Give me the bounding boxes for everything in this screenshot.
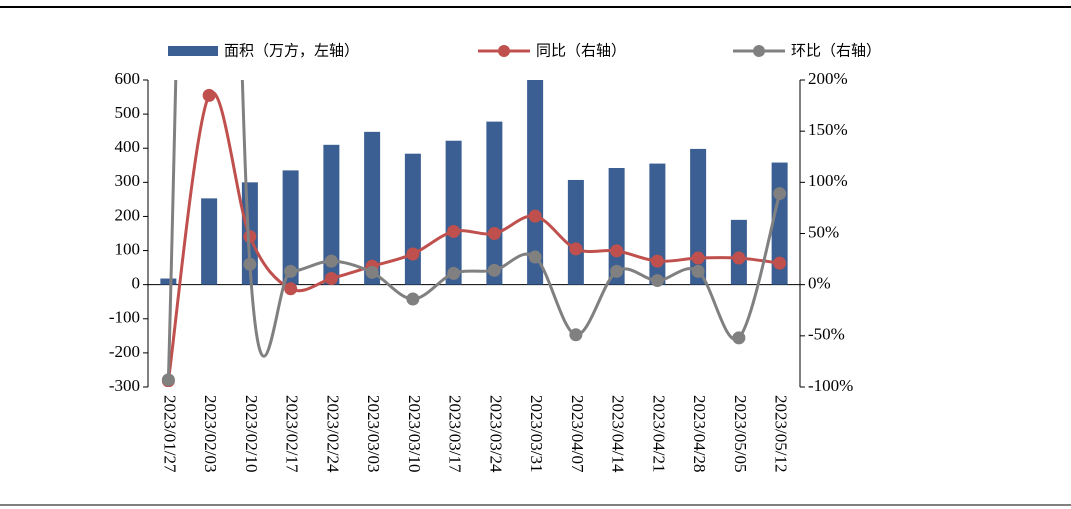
- point: [773, 256, 787, 270]
- y-tick-label: 200: [115, 205, 141, 224]
- bar: [404, 153, 421, 285]
- bar: [527, 80, 544, 285]
- x-tick-label: 2023/04/07: [568, 395, 587, 473]
- y2-tick-label: 50%: [808, 222, 839, 241]
- x-tick-label: 2023/05/05: [731, 395, 750, 472]
- x-tick-label: 2023/03/31: [527, 395, 546, 472]
- point: [569, 328, 583, 342]
- point: [161, 373, 175, 387]
- bar: [364, 131, 381, 285]
- point: [324, 272, 338, 286]
- legend-label: 同比（右轴）: [536, 42, 626, 60]
- point: [650, 254, 664, 268]
- x-tick-label: 2023/03/10: [405, 395, 424, 472]
- point: [610, 264, 624, 278]
- x-tick-label: 2023/02/10: [242, 395, 261, 472]
- y-tick-label: -200: [109, 342, 140, 361]
- x-tick-label: 2023/01/27: [160, 395, 179, 473]
- line: [166, 91, 780, 382]
- point: [406, 247, 420, 261]
- bar: [282, 170, 299, 285]
- y-tick-label: -300: [109, 376, 140, 395]
- point: [447, 266, 461, 280]
- y2-tick-label: 0%: [808, 274, 831, 293]
- point: [202, 88, 216, 102]
- point: [528, 250, 542, 264]
- point: [691, 251, 705, 265]
- point: [650, 274, 664, 288]
- y-tick-label: 100: [115, 239, 141, 258]
- bar: [160, 278, 177, 285]
- bar: [690, 148, 707, 285]
- y-tick-label: -100: [109, 308, 140, 327]
- point: [284, 282, 298, 296]
- x-tick-label: 2023/05/12: [772, 395, 791, 472]
- x-tick-label: 2023/03/17: [446, 395, 465, 473]
- y2-tick-label: -100%: [808, 376, 853, 395]
- y2-tick-label: 150%: [808, 120, 848, 139]
- y-tick-label: 300: [115, 171, 141, 190]
- bar: [445, 140, 462, 285]
- point: [284, 264, 298, 278]
- legend-label: 环比（右轴）: [791, 42, 881, 60]
- y-tick-label: 400: [115, 137, 141, 156]
- legend-label: 面积（万方，左轴）: [224, 42, 359, 60]
- legend-marker: [498, 45, 510, 57]
- x-tick-label: 2023/03/24: [486, 395, 505, 473]
- x-tick-label: 2023/02/17: [283, 395, 302, 473]
- y-tick-label: 0: [132, 274, 141, 293]
- bar: [323, 144, 340, 285]
- x-tick-label: 2023/02/03: [201, 395, 220, 472]
- point: [447, 224, 461, 238]
- point: [569, 242, 583, 256]
- x-tick-label: 2023/04/14: [609, 395, 628, 473]
- bar: [201, 198, 218, 285]
- bar: [567, 179, 584, 285]
- bar: [649, 163, 666, 285]
- point: [365, 265, 379, 279]
- point: [732, 251, 746, 265]
- point: [691, 264, 705, 278]
- point: [487, 227, 501, 240]
- point: [406, 292, 420, 306]
- x-tick-label: 2023/03/03: [364, 395, 383, 472]
- point: [610, 244, 624, 258]
- y-tick-label: 600: [115, 69, 141, 88]
- y2-tick-label: -50%: [808, 325, 845, 344]
- bar: [486, 121, 503, 285]
- point: [732, 331, 746, 345]
- point: [773, 187, 787, 201]
- point: [528, 209, 542, 223]
- point: [487, 263, 501, 277]
- point: [324, 254, 338, 268]
- plot: [160, 80, 788, 387]
- x-tick-label: 2023/02/24: [323, 395, 342, 473]
- x-tick-label: 2023/04/21: [649, 395, 668, 472]
- y2-tick-label: 200%: [808, 69, 848, 88]
- legend-swatch: [168, 46, 218, 56]
- y-tick-label: 500: [115, 103, 141, 122]
- point: [243, 257, 257, 271]
- y2-tick-label: 100%: [808, 171, 848, 190]
- legend-marker: [753, 45, 765, 57]
- x-tick-label: 2023/04/28: [690, 395, 709, 472]
